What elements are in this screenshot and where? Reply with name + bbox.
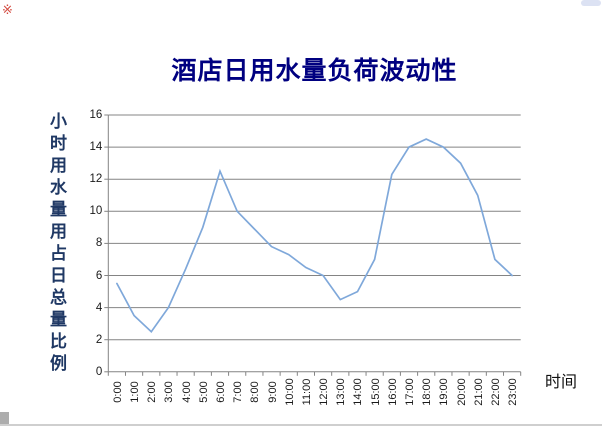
x-tick-label: 1:00 [129,381,142,403]
y-tick-label: 16 [89,109,103,121]
x-tick-label: 0:00 [111,381,124,403]
x-tick-label: 13:00 [335,378,348,406]
x-tick-label: 10:00 [283,378,296,406]
x-tick-label: 19:00 [438,378,451,406]
x-tick-label: 17:00 [404,378,416,406]
x-tick-label: 2:00 [146,381,159,403]
x-tick-label: 11:00 [300,378,313,406]
x-tick-label: 9:00 [266,381,279,403]
x-tick-label: 23:00 [507,378,520,406]
x-tick-label: 21:00 [472,378,485,406]
y-tick-label: 2 [95,333,103,346]
x-axis-title: 时间 [545,374,578,391]
y-tick-label: 10 [89,205,103,218]
watermark-stamp-icon: ※ [2,2,13,17]
series-line [116,138,513,333]
x-tick-label: 5:00 [197,381,210,403]
x-tick-label: 8:00 [249,381,262,403]
x-tick-label: 4:00 [180,381,193,403]
x-tick-label: 16:00 [386,378,399,406]
y-tick-label: 4 [95,301,103,314]
x-tick-label: 6:00 [214,381,227,403]
x-tick-label: 7:00 [232,381,245,403]
chart-title: 酒店日用水量负荷波动性 [171,56,458,85]
y-tick-label: 14 [89,141,103,154]
x-tick-label: 20:00 [455,378,468,406]
x-tick-label: 14:00 [352,378,365,406]
x-tick-label: 12:00 [318,378,331,406]
x-tick-label: 15:00 [369,378,382,406]
y-tick-label: 8 [95,237,103,250]
watermark-smudge [581,0,601,6]
corner-artifact [0,412,9,424]
y-tick-label: 12 [89,173,103,186]
y-tick-label: 0 [95,365,103,378]
y-tick-label: 6 [95,269,103,282]
y-axis-title: 小时用水量用占日总量比例 [47,112,66,376]
x-tick-label: 18:00 [421,378,434,406]
x-tick-label: 22:00 [489,378,502,406]
x-tick-label: 3:00 [163,381,176,403]
